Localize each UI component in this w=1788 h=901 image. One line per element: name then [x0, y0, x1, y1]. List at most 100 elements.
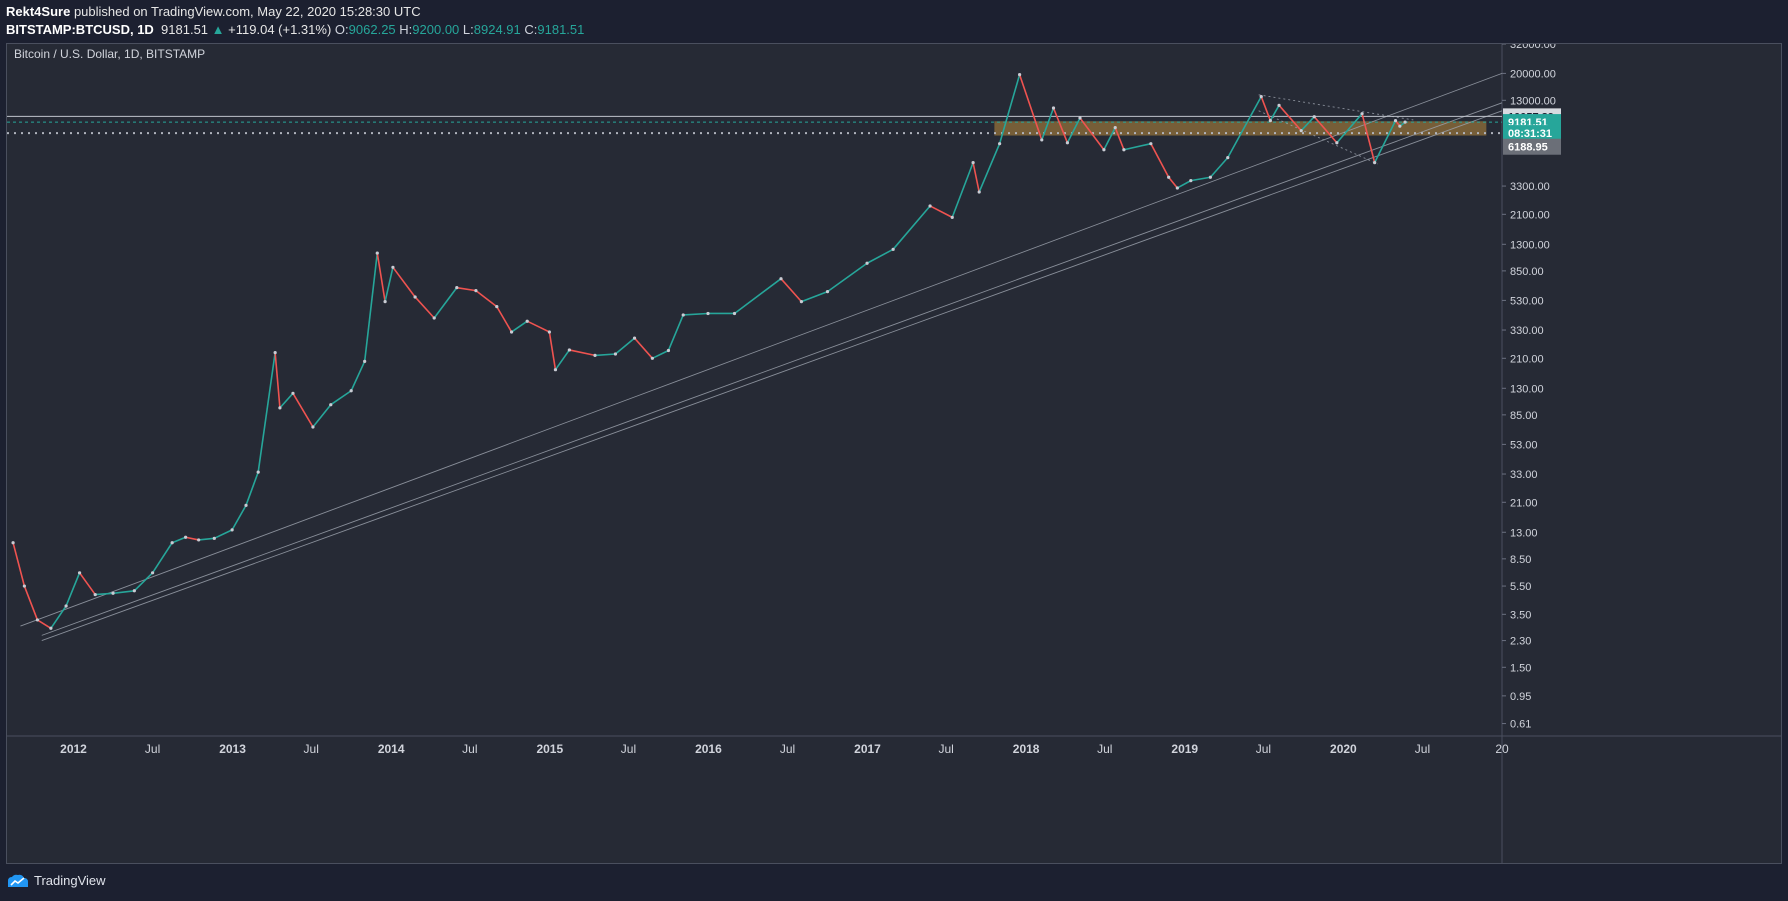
- y-tick-label: 2.30: [1510, 636, 1531, 648]
- price-point: [474, 289, 478, 293]
- price-point: [413, 295, 417, 299]
- chart-background: [7, 44, 1781, 863]
- ohlc-bar: BITSTAMP:BTCUSD, 1D 9181.51 ▲ +119.04 (+…: [6, 22, 584, 37]
- price-point: [666, 348, 671, 353]
- tradingview-logo-icon[interactable]: [6, 874, 30, 888]
- author-name[interactable]: Rekt4Sure: [6, 4, 71, 19]
- price-segment: [1373, 120, 1397, 163]
- price-segment: [978, 143, 1001, 193]
- x-tick-label: Jul: [1415, 742, 1430, 756]
- price-chart[interactable]: Bitcoin / U.S. Dollar, 1D, BITSTAMP 32000…: [7, 44, 1781, 863]
- price-segment: [951, 162, 974, 218]
- price-segment: [1123, 142, 1152, 151]
- price-point: [349, 389, 353, 393]
- price-point: [256, 470, 260, 474]
- price-label-box: [1503, 138, 1561, 155]
- price-point: [1040, 138, 1044, 142]
- price-point: [212, 536, 216, 540]
- y-tick-label: 530.00: [1510, 295, 1544, 307]
- x-tick-label: Jul: [621, 742, 636, 756]
- price-segment: [213, 529, 233, 540]
- price-segment: [892, 205, 931, 250]
- price-segment: [1052, 107, 1069, 144]
- y-tick-label: 0.95: [1510, 691, 1531, 703]
- price-segment: [231, 504, 247, 531]
- price-segment: [1168, 176, 1178, 189]
- price-segment: [496, 306, 513, 333]
- price-point: [35, 618, 40, 622]
- price-segment: [475, 289, 498, 308]
- y-tick-label: 53.00: [1510, 439, 1538, 451]
- x-tick-label: Jul: [780, 742, 795, 756]
- x-tick-label: 20: [1495, 742, 1509, 756]
- price-point: [273, 351, 277, 355]
- price-point: [375, 251, 379, 255]
- published-text: published on TradingView.com, May 22, 20…: [73, 4, 421, 19]
- price-point: [706, 311, 710, 316]
- price-point: [1335, 141, 1339, 145]
- high-value: 9200.00: [412, 22, 460, 37]
- price-point: [455, 286, 459, 290]
- x-tick-label: Jul: [145, 742, 160, 756]
- price-segment: [1018, 74, 1043, 141]
- price-point: [971, 161, 975, 165]
- price-point: [495, 305, 499, 309]
- price-segment: [554, 349, 571, 371]
- up-arrow-icon: ▲: [211, 22, 225, 37]
- price-point: [799, 300, 804, 304]
- price-segment: [198, 537, 215, 541]
- price-change: +119.04 (+1.31%): [228, 22, 332, 37]
- price-point: [1398, 124, 1402, 128]
- y-tick-label: 3.50: [1510, 609, 1531, 621]
- price-segment: [929, 205, 953, 219]
- price-segment: [292, 392, 314, 428]
- price-segment: [614, 337, 636, 355]
- price-segment: [827, 262, 868, 293]
- y-tick-label: 13000.00: [1510, 95, 1556, 107]
- price-segment: [633, 337, 653, 359]
- footer-brand[interactable]: TradingView: [34, 873, 106, 888]
- chart-frame[interactable]: Bitcoin / U.S. Dollar, 1D, BITSTAMP 32000…: [6, 43, 1782, 864]
- price-point: [825, 290, 830, 294]
- y-tick-label: 1.50: [1510, 662, 1531, 674]
- price-point: [681, 313, 685, 317]
- price-segment: [1066, 117, 1081, 144]
- price-point: [650, 356, 654, 360]
- price-point: [509, 330, 514, 334]
- price-point: [1360, 112, 1364, 116]
- price-point: [278, 406, 282, 410]
- price-segment: [151, 542, 173, 574]
- price-point: [77, 571, 82, 575]
- price-segment: [376, 252, 386, 302]
- price-point: [613, 352, 618, 356]
- price-segment: [245, 471, 259, 506]
- low-value: 8924.91: [473, 22, 521, 37]
- price-point: [22, 584, 26, 588]
- y-tick-label: 21.00: [1510, 497, 1538, 509]
- price-point: [64, 604, 68, 608]
- price-point: [1102, 148, 1106, 152]
- price-segment: [414, 296, 435, 319]
- price-segment: [50, 605, 67, 629]
- price-segment: [1336, 113, 1363, 144]
- price-point: [150, 571, 155, 575]
- price-point: [1078, 116, 1082, 120]
- price-point: [525, 319, 529, 323]
- price-point: [1065, 141, 1070, 145]
- price-segment: [1300, 116, 1315, 132]
- price-segment: [23, 585, 39, 621]
- price-point: [950, 215, 954, 219]
- high-label: H:: [399, 22, 413, 37]
- y-tick-label: 33.00: [1510, 469, 1538, 481]
- price-segment: [972, 162, 980, 193]
- price-segment: [1227, 96, 1262, 159]
- close-value: 9181.51: [537, 22, 585, 37]
- x-tick-label: Jul: [1097, 742, 1112, 756]
- price-segment: [78, 572, 96, 596]
- price-point: [1226, 156, 1230, 160]
- price-segment: [998, 74, 1021, 144]
- price-segment: [392, 266, 416, 298]
- trendline: [1258, 110, 1378, 165]
- price-segment: [12, 542, 26, 587]
- y-tick-label: 20000.00: [1510, 68, 1556, 80]
